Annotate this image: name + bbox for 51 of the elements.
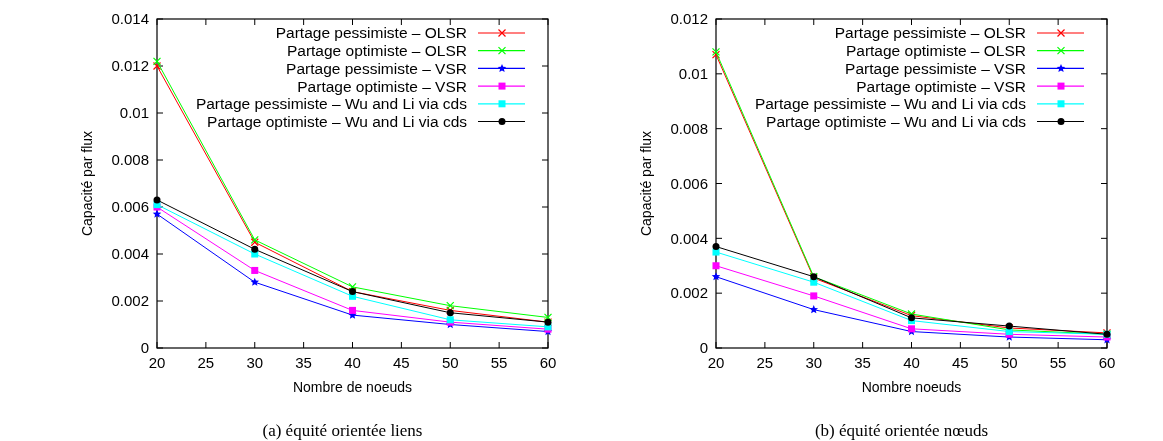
legend-label: Partage pessimiste – OLSR (275, 24, 467, 42)
y-tick-label: 0.004 (111, 245, 149, 263)
legend-label: Partage optimiste – VSR (297, 77, 467, 95)
x-tick-label: 55 (1049, 354, 1067, 371)
x-tick-label: 50 (1000, 354, 1018, 371)
y-tick-label: 0.004 (670, 229, 708, 247)
y-tick-label: 0.008 (670, 119, 708, 137)
x-tick-label: 40 (344, 354, 361, 371)
y-tick-label: 0.002 (111, 292, 149, 310)
legend-label: Partage pessimiste – VSR (845, 59, 1026, 77)
x-tick-label: 25 (756, 354, 774, 371)
y-tick-label: 0 (699, 339, 708, 357)
legend-label: Partage pessimiste – OLSR (834, 24, 1026, 42)
x-tick-label: 30 (805, 354, 823, 371)
x-tick-label: 30 (246, 354, 264, 371)
y-tick-label: 0.006 (670, 174, 708, 192)
legend-label: Partage pessimiste – Wu and Li via cds (754, 95, 1027, 113)
x-tick-label: 60 (539, 354, 557, 371)
y-tick-label: 0.008 (111, 151, 149, 169)
y-tick-label: 0.01 (678, 65, 708, 83)
legend-label: Partage optimiste – Wu and Li via cds (766, 112, 1027, 130)
y-tick-label: 0.01 (119, 104, 149, 122)
x-tick-label: 60 (1098, 354, 1116, 371)
y-tick-label: 0.006 (111, 198, 149, 216)
x-tick-label: 25 (197, 354, 215, 371)
y-tick-label: 0 (140, 339, 149, 357)
x-tick-label: 45 (952, 354, 969, 371)
y-tick-label: 0.012 (111, 57, 149, 75)
legend-label: Partage optimiste – Wu and Li via cds (207, 112, 468, 130)
x-tick-label: 35 (295, 354, 312, 371)
legend-label: Partage optimiste – VSR (856, 77, 1026, 95)
x-axis-title: Nombre noeuds (861, 379, 962, 395)
x-tick-label: 20 (707, 354, 725, 371)
x-tick-label: 20 (148, 354, 166, 371)
legend-label: Partage optimiste – OLSR (286, 42, 467, 60)
text: (b) équité orientée nœuds (814, 421, 989, 440)
y-axis-title: Capacité par flux (638, 130, 654, 237)
legend-label: Partage pessimiste – Wu and Li via cds (195, 95, 468, 113)
x-tick-label: 40 (903, 354, 920, 371)
text: (a) équité orientée liens (262, 421, 423, 440)
x-tick-label: 35 (854, 354, 871, 371)
x-tick-label: 45 (393, 354, 410, 371)
y-tick-label: 0.014 (111, 10, 149, 28)
x-axis-title: Nombre de noeuds (292, 379, 413, 395)
legend-label: Partage optimiste – OLSR (845, 42, 1026, 60)
y-axis-title: Capacité par flux (79, 130, 95, 237)
x-tick-label: 50 (441, 354, 459, 371)
y-tick-label: 0.002 (670, 284, 708, 302)
y-tick-label: 0.012 (670, 10, 708, 28)
legend-label: Partage pessimiste – VSR (286, 59, 467, 77)
x-tick-label: 55 (490, 354, 508, 371)
